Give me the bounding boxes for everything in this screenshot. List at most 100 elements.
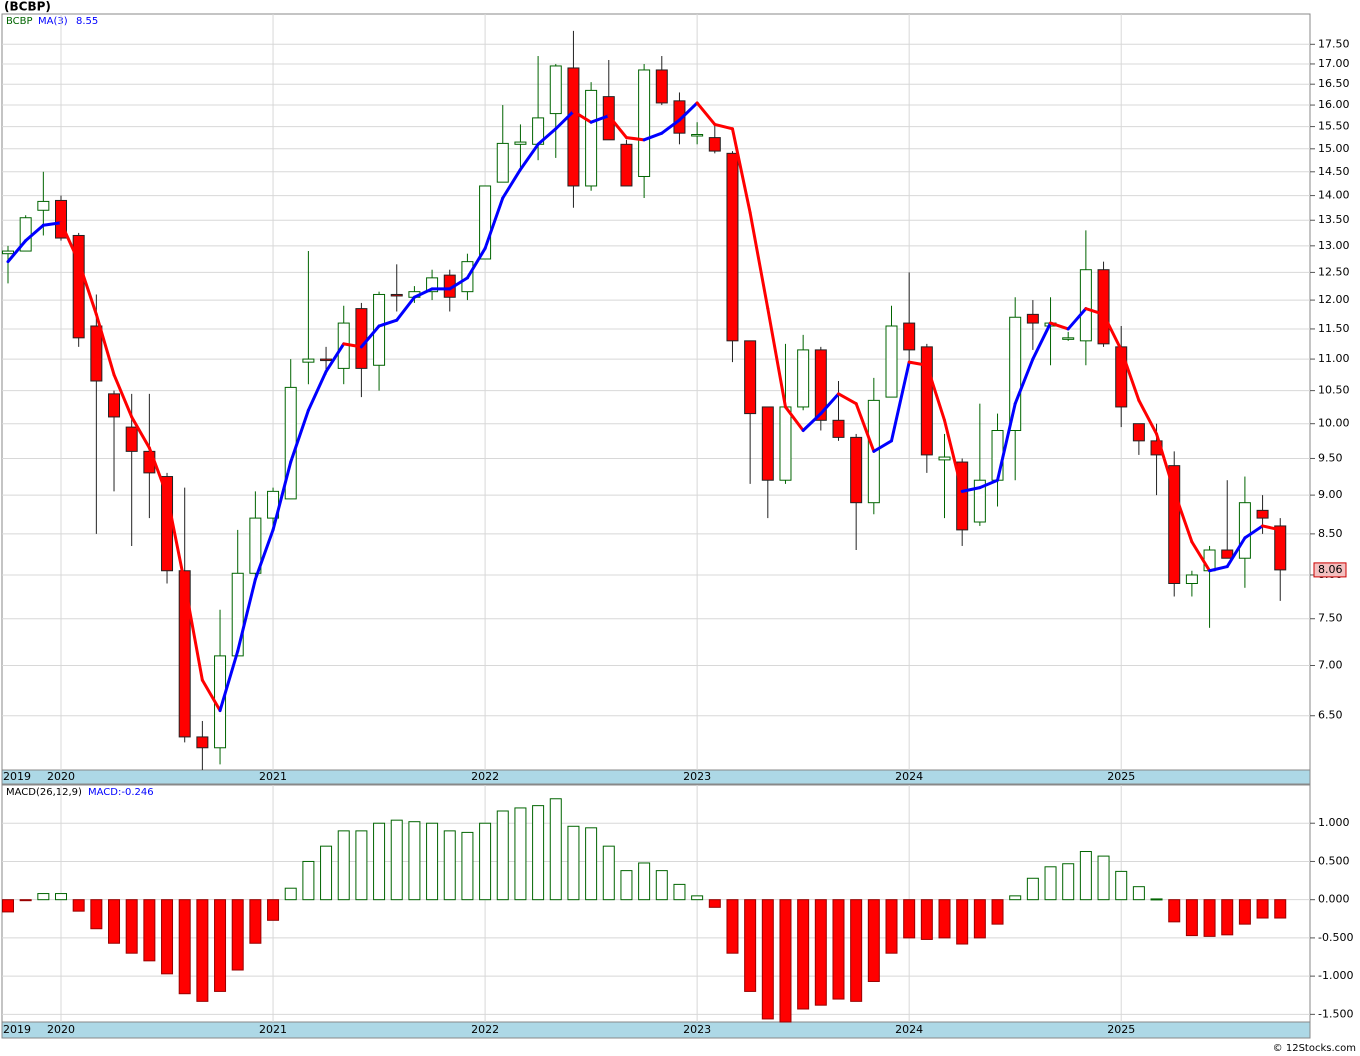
y-tick-label: -0.500 — [1318, 931, 1353, 944]
macd-bar — [249, 899, 262, 944]
macd-bar — [991, 899, 1004, 925]
ma-line — [996, 402, 1017, 482]
macd-bar — [196, 899, 209, 1002]
macd-bar — [1238, 899, 1251, 925]
ma-line — [165, 493, 187, 585]
macd-bar — [1079, 851, 1092, 901]
ma-line — [730, 127, 752, 215]
ma-line — [1172, 489, 1194, 544]
candle-body — [549, 65, 562, 115]
y-tick-label: 0.500 — [1318, 854, 1350, 867]
candle-body — [1115, 346, 1128, 408]
macd-bar — [744, 899, 757, 992]
ma-line — [271, 460, 293, 532]
y-tick-label: 17.00 — [1318, 57, 1350, 70]
candle-body — [1062, 337, 1075, 340]
ma-line — [607, 114, 628, 140]
macd-bar — [1115, 870, 1128, 901]
ma-line — [324, 342, 346, 374]
candle-body — [302, 358, 315, 363]
macd-bar — [1256, 899, 1269, 919]
macd-bar — [1009, 895, 1022, 901]
macd-bar — [1097, 855, 1110, 901]
ma-line — [819, 392, 840, 416]
macd-bar — [90, 899, 103, 930]
ma-legend: MA(3) — [38, 16, 68, 27]
candle-body — [178, 570, 191, 738]
y-tick-label: -1.500 — [1318, 1007, 1353, 1020]
macd-bar — [2, 899, 14, 913]
candle-body — [1168, 465, 1181, 584]
macd-bar — [655, 870, 668, 901]
macd-bar — [867, 899, 880, 982]
candle-body — [514, 141, 527, 145]
ma-line — [342, 342, 363, 349]
y-tick-label: 12.50 — [1318, 265, 1350, 278]
x-tick-label: 2020 — [47, 770, 75, 783]
ma-line — [6, 239, 28, 264]
macd-bar — [125, 899, 138, 954]
ma-line — [289, 408, 310, 464]
macd-title: MACD(26,12,9) — [6, 787, 82, 798]
x-tick-label: 2025 — [1107, 770, 1135, 783]
candle-body — [744, 340, 757, 415]
ma-line — [1031, 321, 1053, 361]
ma-line — [836, 392, 858, 406]
ma-line — [1049, 321, 1070, 331]
candle-body — [1221, 549, 1234, 559]
candle-body — [90, 325, 103, 382]
macd-bar — [302, 860, 315, 901]
ma-line — [359, 324, 381, 349]
y-tick-label: 10.50 — [1318, 384, 1350, 397]
ma-line — [24, 223, 45, 243]
ma-line — [713, 122, 734, 131]
y-tick-label: 1.000 — [1318, 816, 1350, 829]
candle-body — [797, 349, 810, 408]
ma-line — [1243, 524, 1265, 540]
macd-bar — [390, 819, 403, 901]
ma-line — [200, 678, 222, 713]
macd-bar — [938, 899, 951, 939]
macd-bar — [779, 899, 792, 1023]
ma-line — [218, 649, 240, 713]
macd-bar — [1274, 899, 1287, 919]
candle-body — [708, 137, 721, 152]
macd-bar — [355, 830, 368, 901]
ma-line — [1013, 357, 1035, 406]
candle-body — [373, 293, 386, 366]
macd-bar — [426, 822, 439, 901]
candle-body — [1079, 269, 1092, 342]
ma-line — [571, 109, 593, 124]
x-axis-band — [1, 769, 1311, 785]
x-tick-label: 2023 — [683, 770, 711, 783]
ma-line — [1261, 524, 1282, 532]
candle-body — [691, 133, 704, 137]
candle-body — [885, 325, 898, 398]
footer: © 12Stocks.com — [1273, 1043, 1356, 1054]
macd-bar — [161, 899, 174, 975]
candle-body — [390, 293, 403, 297]
macd-bar — [532, 805, 545, 901]
y-tick-label: 9.50 — [1318, 451, 1343, 464]
candle-body — [355, 308, 368, 369]
candle-body — [55, 199, 68, 239]
macd-bar — [320, 845, 333, 901]
y-tick-label: 6.50 — [1318, 709, 1343, 722]
macd-bar — [267, 899, 280, 921]
macd-bar — [1185, 899, 1198, 937]
candle-body — [1026, 313, 1039, 324]
y-tick-label: 9.00 — [1318, 488, 1343, 501]
candle-body — [196, 736, 209, 749]
x-tick-label: 2024 — [895, 770, 923, 783]
macd-bar — [585, 827, 598, 901]
y-tick-label: 15.00 — [1318, 142, 1350, 155]
ma-line — [412, 287, 434, 299]
candle-body — [161, 476, 174, 572]
macd-bar — [638, 862, 651, 901]
ma-line — [77, 260, 98, 316]
macd-bar — [1221, 899, 1234, 936]
candle-body — [850, 436, 863, 504]
macd-bar — [602, 845, 615, 901]
candle-body — [620, 143, 633, 187]
candle-body — [1185, 574, 1198, 584]
